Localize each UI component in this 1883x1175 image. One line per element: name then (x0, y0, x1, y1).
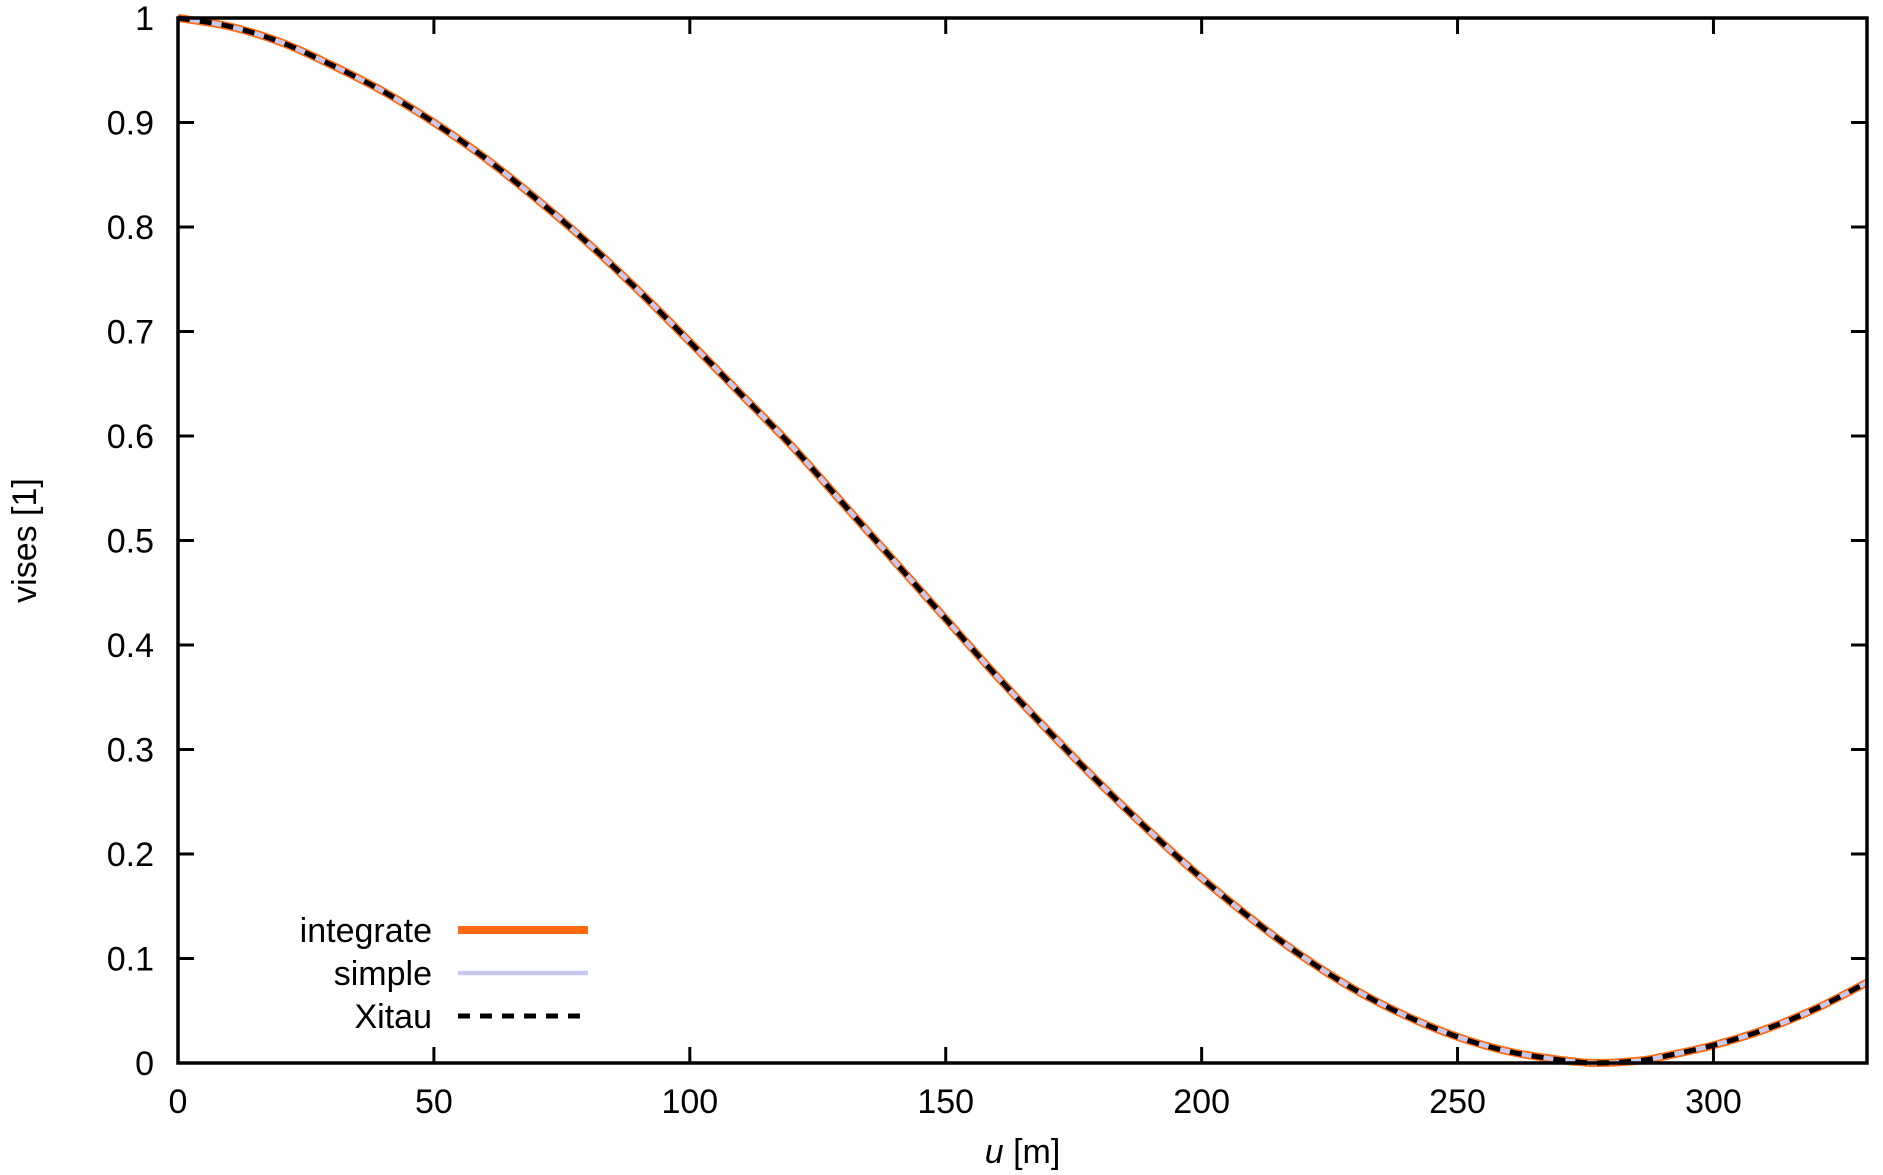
y-tick-label: 0.2 (107, 836, 154, 874)
x-tick-label: 300 (1685, 1083, 1742, 1121)
x-tick-label: 50 (415, 1083, 453, 1121)
series-layer (177, 14, 1869, 1068)
y-tick-label: 0 (135, 1045, 154, 1083)
series-line-simple (177, 15, 1869, 1066)
x-axis-variable: u (985, 1133, 1004, 1171)
y-tick-label: 0.8 (107, 209, 154, 247)
x-tick-label: 200 (1173, 1083, 1230, 1121)
y-tick-label: 0.4 (107, 627, 154, 665)
y-tick-label: 0.1 (107, 941, 154, 979)
y-tick-label: 0.9 (107, 105, 154, 143)
x-axis-label: u [m] (985, 1133, 1061, 1171)
y-tick-label: 1 (135, 0, 154, 38)
tick-labels-layer: 0 50 100 150 200 250 300 0 0.1 0.2 0.3 0.4 0.5 0.6 0.7… (107, 0, 1742, 1121)
legend-label: simple (334, 955, 432, 993)
legend-label: Xitau (355, 998, 433, 1036)
series-line-xitau (177, 15, 1869, 1066)
x-tick-label: 100 (661, 1083, 718, 1121)
legend: integrate simple Xitau (300, 912, 588, 1036)
y-axis-label: vises [1] (6, 478, 44, 603)
y-tick-label: 0.5 (107, 523, 154, 561)
y-tick-label: 0.7 (107, 314, 154, 352)
series-line-integrate (177, 14, 1869, 1068)
y-tick-label: 0.3 (107, 732, 154, 770)
x-tick-label: 150 (917, 1083, 974, 1121)
y-tick-label: 0.6 (107, 418, 154, 456)
x-tick-label: 0 (169, 1083, 188, 1121)
plot-frame (176, 16, 1869, 1065)
x-tick-label: 250 (1429, 1083, 1486, 1121)
ticks-layer (176, 16, 1867, 1065)
x-axis-unit: [m] (1004, 1133, 1061, 1171)
legend-label: integrate (300, 912, 432, 950)
